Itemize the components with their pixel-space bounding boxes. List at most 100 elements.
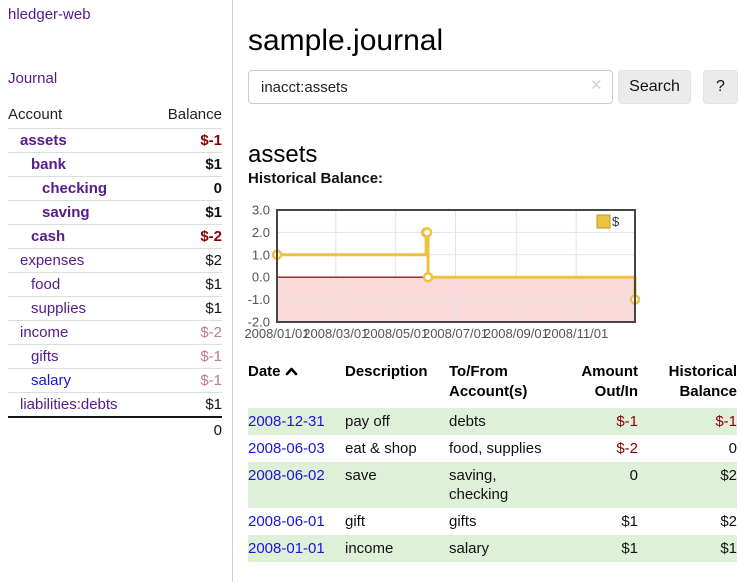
legend-label: $ — [612, 214, 620, 229]
column-header-amount: Amount Out/In — [581, 363, 638, 400]
register-row: 2008-06-03 eat & shop food, supplies $-2 0 — [248, 435, 737, 462]
sidebar-account-link[interactable]: gifts — [31, 348, 59, 365]
sidebar-item-journal[interactable]: Journal — [8, 70, 58, 87]
y-axis-tick-label: -1.0 — [248, 292, 270, 307]
register-row: 2008-01-01 income salary $1 $1 — [248, 535, 737, 562]
register-amount-cell: $1 — [621, 513, 638, 530]
accounts-total-value: 0 — [213, 422, 222, 439]
search-input[interactable] — [248, 70, 613, 104]
sidebar-account-link[interactable]: checking — [42, 180, 108, 197]
sidebar-account-row: assets $-1 — [8, 128, 222, 152]
sidebar-account-balance: $1 — [205, 156, 222, 173]
sidebar-account-link[interactable]: food — [31, 276, 61, 293]
column-header-balance: Historical Balance — [668, 363, 737, 400]
sidebar-account-link[interactable]: cash — [31, 228, 66, 245]
sidebar-account-row: checking 0 — [8, 176, 222, 200]
register-date-link[interactable]: 2008-06-01 — [248, 513, 325, 530]
register-balance-cell: 0 — [728, 440, 737, 457]
sidebar-account-link[interactable]: liabilities:debts — [20, 396, 118, 413]
historical-balance-chart: $3.0 2.0 1.0 0.0 -1.0 -2.02008/01/012008/03/0… — [244, 203, 640, 341]
x-axis-tick-label: 2008/11/01 — [544, 326, 608, 341]
register-accounts-cell: gifts — [449, 513, 477, 530]
y-axis-tick-label: 1.0 — [252, 247, 270, 262]
balance-column-header: Balance — [167, 106, 222, 123]
search-button[interactable]: Search — [618, 70, 691, 104]
sidebar-account-balance: 0 — [213, 180, 222, 197]
register-balance-cell: $2 — [720, 467, 737, 484]
sidebar-account-row: income $-2 — [8, 320, 222, 344]
register-row: 2008-12-31 pay off debts $-1 $-1 — [248, 408, 737, 435]
sidebar-account-link[interactable]: assets — [20, 132, 67, 149]
sidebar-account-row: salary $-1 — [8, 368, 222, 392]
register-amount-cell: $1 — [621, 540, 638, 557]
sidebar-account-link[interactable]: salary — [31, 372, 72, 389]
register-description-cell: income — [345, 540, 394, 557]
register-description-cell: pay off — [345, 413, 390, 430]
column-header-accounts: To/From Account(s) — [449, 363, 528, 400]
sidebar-account-balance: $-2 — [200, 324, 222, 341]
accounts-total-row: 0 — [8, 416, 222, 443]
register-row: 2008-06-01 gift gifts $1 $2 — [248, 508, 737, 535]
sidebar-account-link[interactable]: bank — [31, 156, 67, 173]
sidebar-account-row: saving $1 — [8, 200, 222, 224]
register-amount-cell: $-1 — [616, 413, 638, 430]
register-date-link[interactable]: 2008-06-03 — [248, 440, 325, 457]
sidebar-account-balance: $-1 — [200, 132, 222, 149]
sidebar-account-row: gifts $-1 — [8, 344, 222, 368]
register-accounts-cell: saving, checking — [449, 467, 509, 503]
register-header-row: Date Description To/From Account(s) Amou… — [248, 360, 737, 408]
y-axis-tick-label: 2.0 — [252, 225, 270, 240]
x-axis-tick-label: 2008/01/01 — [244, 326, 309, 341]
sort-ascending-icon — [285, 362, 298, 382]
sidebar-account-link[interactable]: saving — [42, 204, 90, 221]
y-axis-tick-label: 3.0 — [252, 203, 270, 218]
register-date-link[interactable]: 2008-06-02 — [248, 467, 325, 484]
clear-search-icon[interactable]: ✕ — [590, 77, 603, 94]
column-header-date-label: Date — [248, 363, 281, 380]
page-title: sample.journal — [248, 24, 444, 58]
y-axis-tick-label: 0.0 — [252, 270, 270, 285]
register-accounts-cell: debts — [449, 413, 486, 430]
sidebar-account-row: food $1 — [8, 272, 222, 296]
register-accounts-cell: food, supplies — [449, 440, 542, 457]
sidebar-account-balance: $-1 — [200, 372, 222, 389]
x-axis-tick-label: 2008/09/01 — [484, 326, 549, 341]
register-date-link[interactable]: 2008-12-31 — [248, 413, 325, 430]
sidebar-account-balance: $1 — [205, 300, 222, 317]
app-brand-link[interactable]: hledger-web — [8, 6, 91, 23]
register-table: Date Description To/From Account(s) Amou… — [248, 360, 737, 562]
account-column-header: Account — [8, 106, 63, 123]
register-amount-cell: 0 — [629, 467, 638, 484]
account-heading: assets — [248, 140, 318, 168]
chart-title: Historical Balance: — [248, 170, 384, 187]
help-button[interactable]: ? — [703, 70, 738, 104]
column-header-description: Description — [345, 363, 428, 380]
sidebar-account-balance: $1 — [205, 276, 222, 293]
sidebar-account-balance: $-2 — [200, 228, 222, 245]
x-axis-tick-label: 2008/03/01 — [303, 326, 368, 341]
legend-swatch — [596, 214, 611, 229]
register-description-cell: save — [345, 467, 377, 484]
register-row: 2008-06-02 save saving, checking 0 $2 — [248, 462, 737, 508]
x-axis-tick-label: 2008/07/01 — [423, 326, 488, 341]
column-header-date[interactable]: Date — [248, 360, 345, 408]
sidebar-account-row: liabilities:debts $1 — [8, 392, 222, 416]
register-balance-cell: $-1 — [715, 413, 737, 430]
register-balance-cell: $1 — [720, 540, 737, 557]
accounts-table-header: Account Balance — [8, 104, 222, 128]
register-description-cell: eat & shop — [345, 440, 417, 457]
register-amount-cell: $-2 — [616, 440, 638, 457]
register-date-link[interactable]: 2008-01-01 — [248, 540, 325, 557]
sidebar-account-row: bank $1 — [8, 152, 222, 176]
y-axis-tick-label: -2.0 — [248, 315, 270, 330]
sidebar-account-balance: $-1 — [200, 348, 222, 365]
sidebar-account-link[interactable]: income — [20, 324, 69, 341]
register-description-cell: gift — [345, 513, 366, 530]
sidebar-account-link[interactable]: expenses — [20, 252, 85, 269]
x-axis-tick-label: 2008/05/01 — [363, 326, 428, 341]
sidebar-account-row: expenses $2 — [8, 248, 222, 272]
sidebar: hledger-web Journal Account Balance asse… — [0, 0, 233, 582]
sidebar-account-balance: $2 — [205, 252, 222, 269]
sidebar-account-balance: $1 — [205, 204, 222, 221]
sidebar-account-link[interactable]: supplies — [31, 300, 87, 317]
